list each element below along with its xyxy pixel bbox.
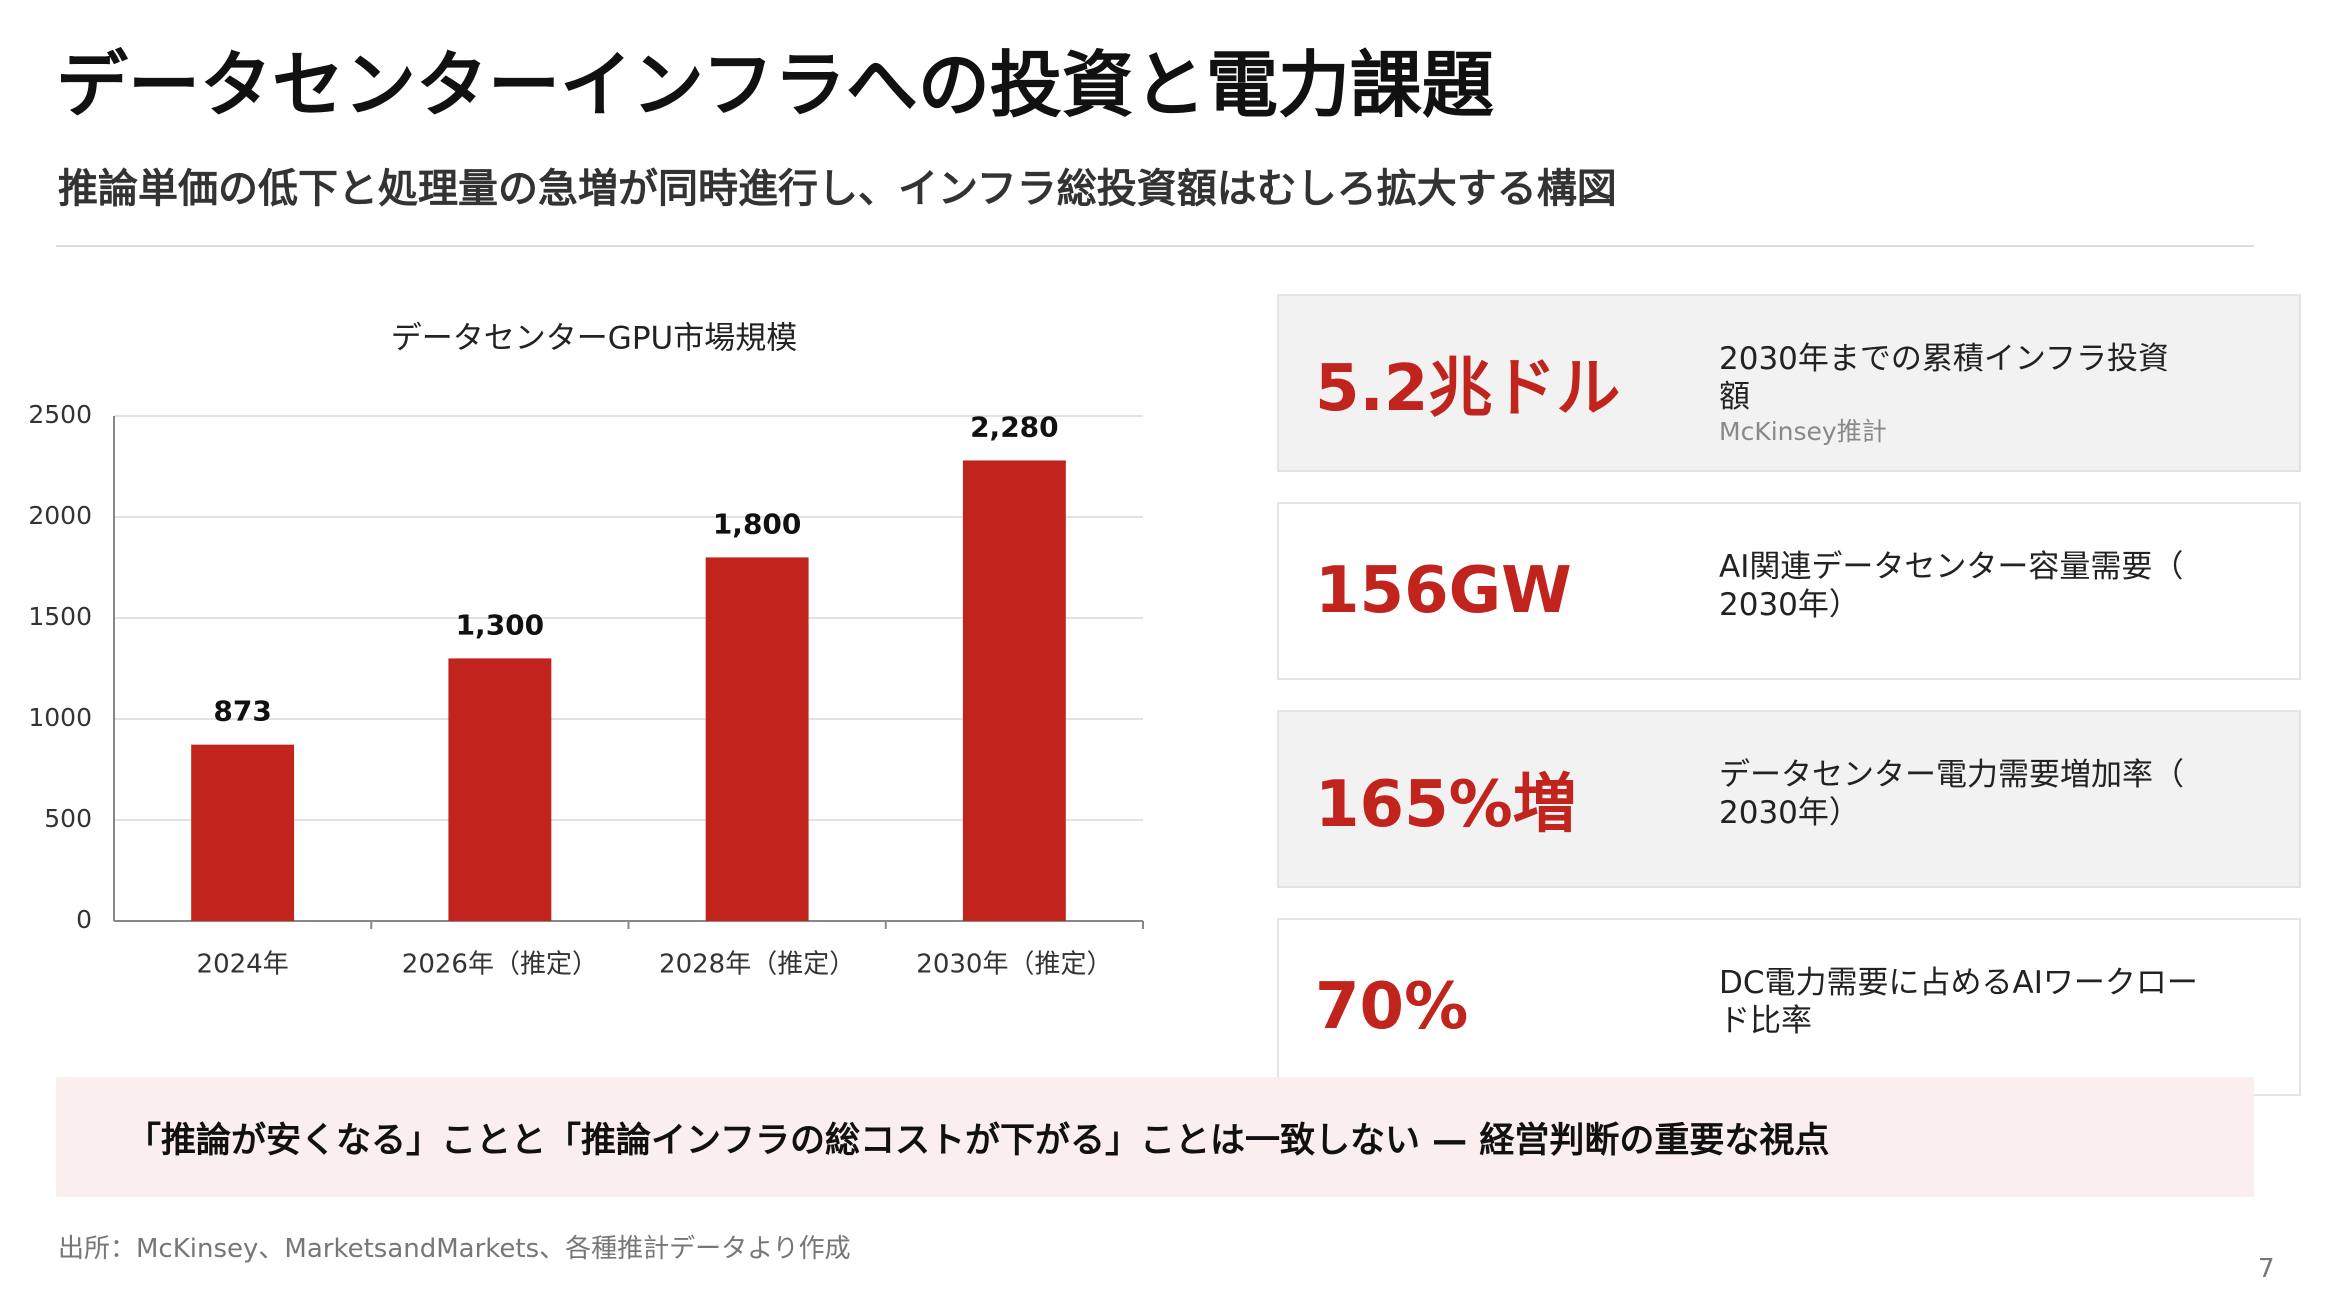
- x-tick-label: 2028年（推定）: [659, 950, 855, 980]
- value-label: 873: [213, 695, 271, 728]
- stat-value: 5.2兆ドル: [1315, 352, 1621, 426]
- stat-card: 165%増 データセンター電力需要増加率（2030年）: [1277, 710, 2301, 888]
- stat-value: 165%増: [1315, 768, 1577, 842]
- chart: データセンターGPU市場規模 0 500 1000 1500 2000 2500 2024年…: [28, 321, 1144, 980]
- stat-description: 2030年までの累積インフラ投資額: [1719, 341, 2169, 415]
- page-number: 7: [2258, 1254, 2275, 1284]
- divider: [56, 245, 2254, 247]
- bar: [962, 460, 1066, 921]
- value-label: 1,800: [713, 507, 802, 540]
- stat-card: 5.2兆ドル 2030年までの累積インフラ投資額 McKinsey推計: [1277, 294, 2301, 472]
- chart-title: データセンターGPU市場規模: [391, 321, 797, 357]
- bar: [191, 744, 295, 921]
- y-tick-label: 2500: [28, 400, 92, 429]
- footer-source: 出所：McKinsey、MarketsandMarkets、各種推計データより作…: [58, 1234, 851, 1264]
- stat-description: データセンター電力需要増加率（2030年）: [1719, 757, 2184, 831]
- y-tick-label: 1000: [28, 703, 92, 732]
- y-tick-label: 500: [44, 804, 92, 833]
- bar: [705, 557, 809, 921]
- value-label: 1,300: [456, 608, 545, 641]
- y-tick-label: 1500: [28, 602, 92, 631]
- x-tick-label: 2024年: [197, 950, 289, 980]
- y-tick-label: 2000: [28, 501, 92, 530]
- stat-source: McKinsey推計: [1719, 417, 1887, 446]
- stat-description: AI関連データセンター容量需要（2030年）: [1719, 549, 2184, 623]
- y-tick-label: 0: [76, 905, 92, 934]
- slide-title: データセンターインフラへの投資と電力課題: [56, 43, 1494, 127]
- stat-card: 70% DC電力需要に占めるAIワークロード比率: [1277, 918, 2301, 1096]
- stat-value: 156GW: [1315, 554, 1572, 628]
- slide-subtitle: 推論単価の低下と処理量の急増が同時進行し、インフラ総投資額はむしろ拡大する構図: [58, 166, 1617, 212]
- x-tick-label: 2030年（推定）: [916, 950, 1112, 980]
- stat-description: DC電力需要に占めるAIワークロード比率: [1719, 965, 2198, 1039]
- stat-value: 70%: [1315, 970, 1469, 1044]
- stat-card: 156GW AI関連データセンター容量需要（2030年）: [1277, 502, 2301, 680]
- x-tick-label: 2026年（推定）: [402, 950, 598, 980]
- bar: [448, 658, 552, 921]
- callout: 「推論が安くなる」ことと「推論インフラの総コストが下がる」ことは一致しない — …: [56, 1077, 2254, 1197]
- value-label: 2,280: [970, 410, 1059, 443]
